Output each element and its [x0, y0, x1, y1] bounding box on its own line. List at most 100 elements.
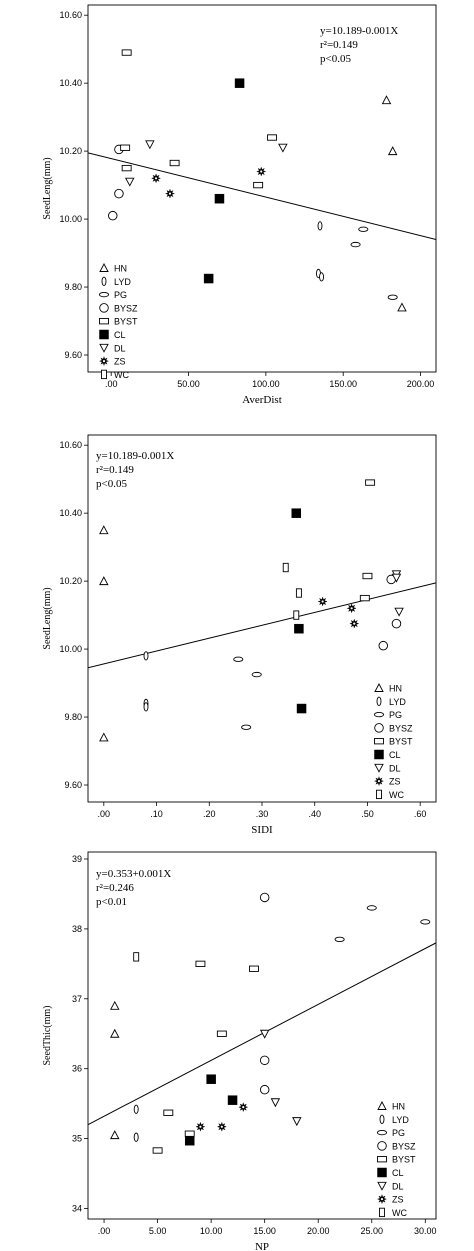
scatter-panel-1: .00 50.00 100.00 150.00 200.00 9.60 9.80 10.00 1… [42, 4, 437, 406]
legend-label: HN [392, 1102, 405, 1112]
data-point [107, 210, 118, 221]
y-tick-label: 35 [72, 1134, 82, 1144]
x-tick-label: 150.00 [329, 379, 357, 389]
data-point [99, 576, 109, 586]
data-point [133, 1132, 139, 1142]
legend-label: LYD [114, 277, 131, 287]
series-wc [133, 952, 140, 962]
x-tick-label: .60 [414, 809, 427, 819]
plot-frame [87, 851, 437, 1220]
x-tick-label: 50.00 [177, 379, 200, 389]
data-point [99, 732, 109, 742]
plot-frame [87, 4, 437, 373]
data-point [365, 479, 376, 486]
data-point [259, 1029, 270, 1039]
regression-line [88, 152, 436, 240]
data-point [296, 703, 307, 714]
regression-annotation: p<0.05 [96, 478, 127, 490]
legend-label: CL [114, 330, 126, 340]
legend-label: LYD [392, 1115, 409, 1125]
legend-label: CL [389, 750, 401, 760]
y-tick-label: 36 [72, 1064, 82, 1074]
data-point [184, 1130, 195, 1137]
data-point [152, 1147, 163, 1154]
series-dl [391, 570, 404, 617]
data-point [366, 905, 377, 911]
data-point [358, 226, 369, 232]
series-byst [359, 479, 376, 602]
series-cl [184, 1074, 238, 1146]
data-point [143, 651, 149, 661]
data-point [317, 221, 323, 231]
data-point [110, 1000, 120, 1010]
star-marker-center [380, 1198, 384, 1201]
legend-marker [376, 1129, 388, 1136]
legend-label: HN [114, 264, 127, 274]
series-pg [334, 905, 431, 943]
series-hn [110, 1000, 120, 1140]
legend-marker [99, 343, 109, 353]
legend-marker [374, 723, 384, 733]
data-point [391, 573, 402, 583]
y-tick-label: 34 [72, 1204, 82, 1214]
scatter-panel-2: .00 .10 .20 .30 .40 .50 .60 9.60 9.80 10.00 10.20 1… [42, 434, 437, 836]
data-point [362, 572, 373, 580]
x-axis-label: AverDist [242, 394, 282, 406]
series-dl [125, 140, 288, 187]
data-point [291, 508, 302, 518]
x-axis-label: NP [255, 1241, 269, 1251]
series-bysz [378, 574, 402, 651]
data-point [206, 1074, 216, 1084]
legend-marker [374, 763, 384, 773]
regression-annotation: r²=0.246 [96, 882, 134, 894]
star-marker-center [353, 622, 356, 625]
legend-marker [377, 1181, 387, 1191]
star-marker-center [350, 607, 353, 610]
star-marker-center [321, 600, 324, 603]
legend-label: PG [392, 1128, 405, 1138]
legend-marker [374, 683, 384, 692]
legend-marker [101, 276, 107, 286]
series-lyd [316, 221, 324, 282]
y-axis-label: SeedLeng(mm) [42, 157, 53, 219]
legend-label: WC [114, 370, 129, 380]
data-point [350, 241, 361, 248]
regression-annotation: p<0.01 [96, 896, 127, 908]
legend-marker [376, 696, 382, 706]
data-point [125, 177, 135, 187]
data-point [110, 1028, 120, 1038]
data-point [145, 140, 155, 150]
data-point [397, 302, 407, 312]
data-point [251, 671, 262, 678]
data-point [241, 724, 252, 730]
data-point [267, 134, 278, 141]
legend-label: HN [389, 684, 402, 694]
legend-label: WC [389, 790, 404, 800]
legend-marker [377, 1167, 387, 1178]
star-marker-center [242, 1106, 245, 1109]
y-tick-label: 10.00 [59, 644, 82, 654]
legend-label: DL [389, 763, 401, 773]
legend-marker [98, 291, 110, 298]
x-tick-label: 200.00 [407, 379, 435, 389]
data-point [293, 610, 300, 620]
y-tick-label: 10.40 [59, 78, 82, 88]
legend-marker [99, 329, 109, 340]
series-lyd [133, 1104, 139, 1142]
legend-label: ZS [114, 357, 126, 367]
y-tick-label: 10.60 [59, 440, 82, 450]
x-tick-label: 20.00 [307, 1226, 330, 1236]
legend-label: ZS [389, 777, 401, 787]
data-point [253, 181, 264, 189]
x-tick-label: .00 [98, 809, 111, 819]
data-point [143, 702, 149, 712]
x-tick-label: .30 [256, 809, 269, 819]
data-point [216, 1030, 227, 1037]
data-point [294, 623, 304, 634]
y-tick-label: 10.60 [59, 10, 82, 20]
series-lyd [143, 651, 149, 712]
series-zs [151, 166, 267, 199]
series-cl [291, 508, 307, 714]
data-point [420, 919, 431, 925]
